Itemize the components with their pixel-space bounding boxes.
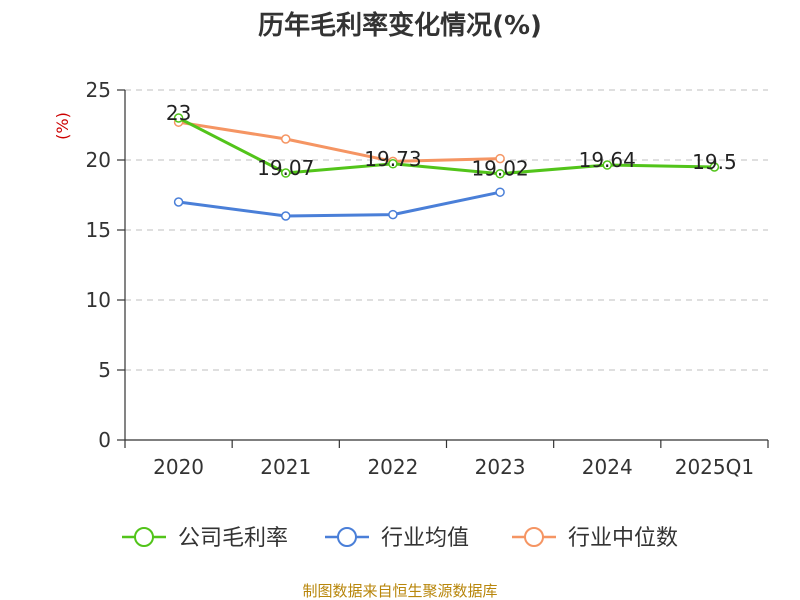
y-axis-label: (%) <box>53 112 72 140</box>
legend-label: 公司毛利率 <box>178 526 288 551</box>
chart-title: 历年毛利率变化情况(%) <box>258 10 542 41</box>
x-tick-label: 2025Q1 <box>675 455 754 479</box>
data-point <box>709 162 720 172</box>
data-point <box>388 159 398 169</box>
data-point <box>602 160 612 170</box>
legend-entry: 行业中位数 <box>512 526 678 551</box>
data-point <box>173 197 184 207</box>
legend: 公司毛利率 行业均值 行业中位数 <box>122 526 678 551</box>
gridlines <box>125 89 768 371</box>
x-tick-label: 2021 <box>260 455 311 479</box>
series-line <box>178 190 501 218</box>
x-tick-label: 2020 <box>153 455 204 479</box>
data-point <box>495 153 505 164</box>
axes: 0 5 10 15 20 25 2020 2021 2022 2023 2024 2025Q1 <box>86 78 769 479</box>
data-point <box>281 168 291 178</box>
data-point <box>495 187 505 197</box>
x-tick-label: 2023 <box>475 455 526 479</box>
data-label: 19.02 <box>471 157 528 181</box>
legend-entry: 公司毛利率 <box>122 526 288 551</box>
y-tick-label: 10 <box>86 288 111 312</box>
source-note: 制图数据来自恒生聚源数据库 <box>302 582 497 600</box>
y-tick-label: 5 <box>98 358 111 382</box>
data-label: 19.73 <box>364 147 421 171</box>
series-line <box>177 116 715 176</box>
y-tick-label: 0 <box>98 428 111 452</box>
data-labels: 23 19.07 19.73 19.02 19.64 19.5 <box>166 101 737 181</box>
y-tick-label: 15 <box>86 218 111 242</box>
legend-label: 行业均值 <box>381 526 469 551</box>
data-label: 19.07 <box>257 156 314 180</box>
legend-marker <box>337 527 357 547</box>
legend-label: 行业中位数 <box>568 526 678 551</box>
data-point <box>173 113 184 123</box>
legend-marker <box>524 527 544 547</box>
legend-marker <box>134 527 154 547</box>
data-point <box>388 209 398 220</box>
y-tick-label: 20 <box>86 148 111 172</box>
data-point <box>281 134 291 144</box>
x-tick-label: 2024 <box>582 455 633 479</box>
series-layer <box>173 113 720 221</box>
legend-entry: 行业均值 <box>325 526 469 551</box>
data-point <box>495 168 505 179</box>
data-point <box>281 211 291 221</box>
data-label: 23 <box>166 101 191 125</box>
series-line <box>178 120 501 163</box>
data-label: 19.64 <box>579 148 636 172</box>
x-tick-label: 2022 <box>367 455 418 479</box>
data-label: 19.5 <box>692 150 737 174</box>
y-tick-label: 25 <box>86 78 111 102</box>
